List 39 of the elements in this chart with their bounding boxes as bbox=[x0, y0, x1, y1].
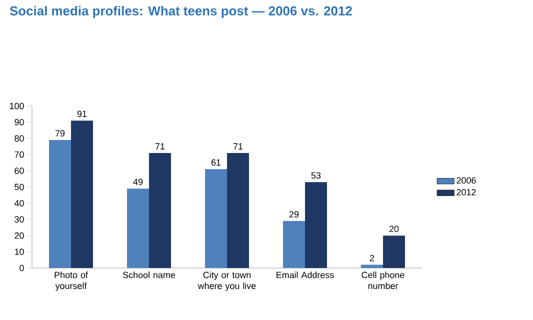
data-label: 53 bbox=[311, 172, 321, 179]
bar bbox=[49, 140, 71, 268]
y-tick-label: 100 bbox=[10, 102, 24, 110]
bar bbox=[127, 188, 149, 268]
x-tick-label: Photo of yourself bbox=[54, 272, 88, 291]
chart-title: Social media profiles: What teens post — 2006 vs. 2012 bbox=[10, 6, 352, 18]
data-label: 29 bbox=[289, 211, 299, 218]
legend-label: 2006 bbox=[456, 177, 476, 184]
bar bbox=[71, 120, 93, 268]
bar bbox=[283, 221, 305, 268]
legend-label: 2012 bbox=[456, 188, 476, 196]
bar bbox=[383, 236, 405, 268]
bar bbox=[227, 152, 249, 268]
bar bbox=[149, 152, 171, 268]
data-label: 71 bbox=[155, 143, 165, 150]
data-label: 91 bbox=[77, 110, 87, 118]
data-label: 2 bbox=[370, 254, 374, 262]
x-tick-label: Cell phone number bbox=[362, 272, 404, 290]
bar bbox=[361, 264, 383, 268]
x-tick-label: City or town where you live bbox=[198, 272, 256, 291]
y-tick-label: 10 bbox=[14, 248, 24, 255]
y-tick-label: 90 bbox=[14, 119, 24, 126]
y-tick-label: 40 bbox=[14, 200, 24, 206]
x-tick-label: School name bbox=[122, 272, 176, 278]
y-tick-label: 70 bbox=[14, 151, 24, 158]
data-label: 49 bbox=[133, 178, 143, 186]
y-tick-label: 60 bbox=[14, 168, 24, 174]
y-tick-label: 30 bbox=[14, 216, 24, 223]
data-label: 61 bbox=[211, 159, 221, 166]
y-tick-label: 80 bbox=[14, 135, 24, 142]
y-tick-label: 20 bbox=[14, 232, 24, 239]
x-tick-label: Email Address bbox=[276, 272, 334, 278]
y-tick-label: 0 bbox=[20, 264, 24, 272]
data-label: 20 bbox=[389, 226, 399, 232]
y-tick-label: 50 bbox=[14, 184, 24, 190]
bar bbox=[205, 169, 227, 268]
data-label: 71 bbox=[233, 143, 243, 150]
data-label: 79 bbox=[55, 130, 65, 137]
bar bbox=[305, 182, 327, 268]
